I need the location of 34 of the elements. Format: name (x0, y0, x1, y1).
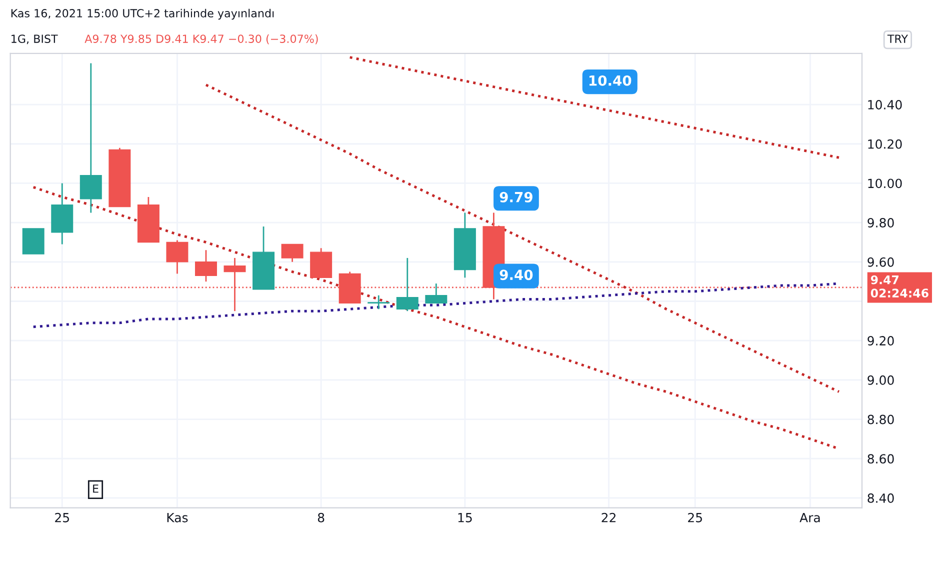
candlestick (166, 240, 188, 274)
y-tick-label: 8.80 (868, 414, 894, 424)
candlestick (194, 249, 217, 282)
y-tick-label: 8.40 (868, 493, 894, 503)
candlestick (281, 244, 304, 263)
annotation: 9.40 (500, 270, 533, 280)
annotation: 9.79 (500, 192, 532, 202)
line-series (348, 56, 840, 159)
x-tick-label: 8 (318, 512, 324, 522)
annotation: 10.40 (589, 75, 632, 86)
chart-title: 1G, BIST (12, 34, 58, 44)
x-tick-label: 25 (688, 512, 702, 522)
x-tick-label: Kas (167, 513, 188, 522)
y-tick-label: 8.60 (868, 454, 894, 464)
chart-subtitle: A9.78 Y9.85 D9.41 K9.47 −0.30 (−3.07%) (84, 34, 318, 44)
text: TRY (887, 34, 908, 43)
candlestick (396, 257, 418, 312)
y-tick-label: 9.00 (868, 375, 894, 385)
x-tick-label: 22 (602, 512, 616, 522)
x-tick-label: 25 (55, 512, 69, 522)
annotation: E (93, 484, 98, 493)
text: Kas 16, 2021 15:00 UTC+2 tarihinde yayınlandı (11, 8, 274, 20)
y-tick-label: 9.20 (868, 336, 894, 346)
candlestick (368, 294, 390, 310)
y-tick-label: 9.60 (868, 257, 894, 267)
y-tick-label: 9.80 (868, 218, 894, 228)
ref-line-label: 9.47 02:24:46 (870, 275, 928, 298)
y-tick-label: 10.40 (868, 100, 902, 110)
x-tick-label: Ara (800, 513, 820, 522)
candlestick (80, 62, 102, 214)
y-tick-label: 10.20 (868, 139, 902, 149)
x-tick-label: 15 (458, 513, 472, 522)
y-tick-label: 10.00 (868, 178, 902, 188)
candlestick (425, 282, 448, 304)
